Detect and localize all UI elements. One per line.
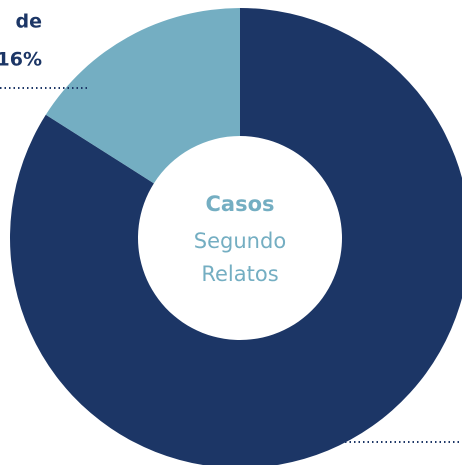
- annotation: de: [16, 11, 43, 33]
- center-title: Casos: [205, 192, 274, 216]
- donut-slice: [45, 8, 240, 184]
- value-label: 16%: [0, 49, 42, 71]
- center-line: Segundo: [194, 229, 286, 253]
- slices: [10, 8, 462, 465]
- donut-slice: [10, 8, 462, 465]
- center-line: Relatos: [201, 262, 278, 286]
